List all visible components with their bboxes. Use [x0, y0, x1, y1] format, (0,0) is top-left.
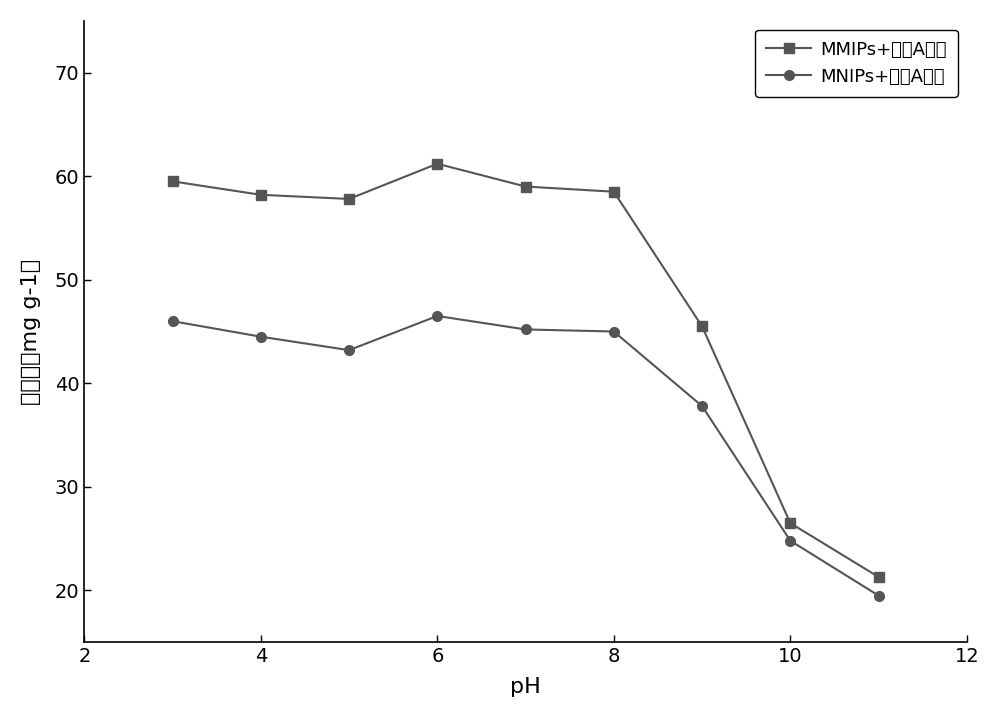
X-axis label: pH: pH [510, 677, 541, 697]
MMIPs+双酚A溶液 [696, 322, 708, 331]
MMIPs+双酚A溶液 [255, 190, 267, 199]
MMIPs+双酚A溶液 [343, 195, 355, 203]
MNIPs+双酚A溶液 [520, 325, 532, 334]
MNIPs+双酚A溶液 [696, 402, 708, 411]
Y-axis label: 吸附量（mg g-1）: 吸附量（mg g-1） [21, 258, 41, 404]
MMIPs+双酚A溶液 [520, 182, 532, 191]
MNIPs+双酚A溶液 [784, 536, 796, 545]
MNIPs+双酚A溶液 [431, 312, 443, 320]
Line: MNIPs+双酚A溶液: MNIPs+双酚A溶液 [168, 311, 883, 600]
MMIPs+双酚A溶液 [431, 159, 443, 168]
MMIPs+双酚A溶液 [784, 519, 796, 528]
Line: MMIPs+双酚A溶液: MMIPs+双酚A溶液 [168, 159, 883, 582]
MNIPs+双酚A溶液 [608, 327, 620, 336]
MMIPs+双酚A溶液 [873, 573, 885, 582]
MMIPs+双酚A溶液 [608, 187, 620, 196]
MMIPs+双酚A溶液 [167, 177, 179, 186]
MNIPs+双酚A溶液 [167, 317, 179, 325]
MNIPs+双酚A溶液 [255, 332, 267, 341]
MNIPs+双酚A溶液 [343, 346, 355, 355]
Legend: MMIPs+双酚A溶液, MNIPs+双酚A溶液: MMIPs+双酚A溶液, MNIPs+双酚A溶液 [755, 30, 958, 96]
MNIPs+双酚A溶液 [873, 592, 885, 600]
